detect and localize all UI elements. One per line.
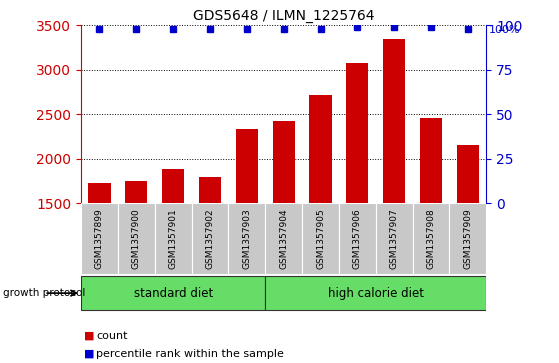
Bar bbox=[339, 203, 376, 274]
Bar bbox=[310, 95, 331, 337]
Bar bbox=[347, 63, 368, 337]
Text: GSM1357904: GSM1357904 bbox=[279, 208, 288, 269]
Bar bbox=[383, 39, 405, 337]
Text: growth protocol: growth protocol bbox=[3, 288, 85, 298]
Bar bbox=[413, 203, 449, 274]
Bar bbox=[420, 118, 442, 337]
Bar bbox=[155, 203, 192, 274]
Bar bbox=[81, 276, 266, 310]
Text: ■: ■ bbox=[84, 331, 94, 341]
Title: GDS5648 / ILMN_1225764: GDS5648 / ILMN_1225764 bbox=[193, 9, 375, 23]
Text: GSM1357906: GSM1357906 bbox=[353, 208, 362, 269]
Bar bbox=[229, 203, 266, 274]
Text: GSM1357902: GSM1357902 bbox=[206, 208, 215, 269]
Text: GSM1357900: GSM1357900 bbox=[132, 208, 141, 269]
Text: GSM1357905: GSM1357905 bbox=[316, 208, 325, 269]
Text: high calorie diet: high calorie diet bbox=[328, 287, 424, 299]
Text: count: count bbox=[96, 331, 127, 341]
Bar bbox=[273, 121, 295, 337]
Text: GSM1357899: GSM1357899 bbox=[95, 208, 104, 269]
Bar bbox=[266, 203, 302, 274]
Bar bbox=[192, 203, 229, 274]
Bar bbox=[199, 177, 221, 337]
Text: GSM1357901: GSM1357901 bbox=[169, 208, 178, 269]
Bar bbox=[81, 203, 118, 274]
Bar bbox=[266, 276, 486, 310]
Bar bbox=[457, 144, 479, 337]
Text: GSM1357908: GSM1357908 bbox=[427, 208, 435, 269]
Bar bbox=[162, 170, 184, 337]
Bar bbox=[118, 203, 155, 274]
Bar bbox=[88, 183, 111, 337]
Text: 100%: 100% bbox=[489, 25, 521, 36]
Bar bbox=[302, 203, 339, 274]
Text: GSM1357907: GSM1357907 bbox=[390, 208, 399, 269]
Text: standard diet: standard diet bbox=[134, 287, 213, 299]
Bar bbox=[449, 203, 486, 274]
Bar bbox=[376, 203, 413, 274]
Text: GSM1357903: GSM1357903 bbox=[243, 208, 252, 269]
Text: percentile rank within the sample: percentile rank within the sample bbox=[96, 349, 284, 359]
Text: ■: ■ bbox=[84, 349, 94, 359]
Bar bbox=[125, 182, 148, 337]
Text: GSM1357909: GSM1357909 bbox=[463, 208, 472, 269]
Bar bbox=[236, 130, 258, 337]
